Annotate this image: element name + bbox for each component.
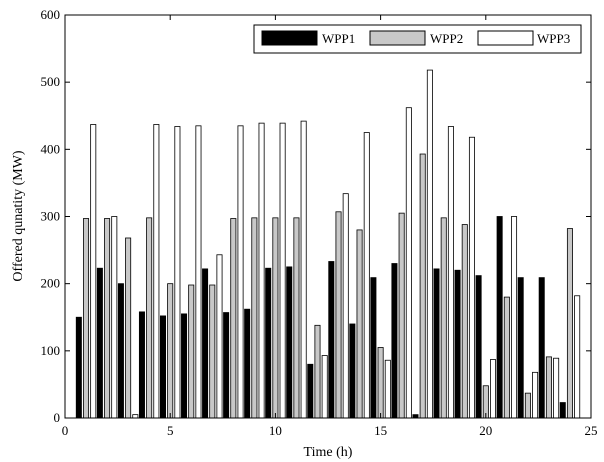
legend-swatch-wpp1 bbox=[261, 30, 318, 46]
bars-layer bbox=[75, 69, 581, 419]
y-tick-label: 600 bbox=[41, 7, 61, 22]
bar-wpp3-16 bbox=[405, 107, 412, 419]
ticks-layer: 0 5 10 15 20 25 0 100 200 300 400 500 600 bbox=[41, 7, 598, 438]
bar-wpp2-22 bbox=[524, 392, 531, 419]
bar-wpp2-23 bbox=[545, 356, 552, 419]
bar-wpp2-13 bbox=[335, 211, 342, 419]
bar-wpp2-12 bbox=[314, 324, 321, 419]
bar-wpp1-17 bbox=[412, 414, 419, 419]
legend-label-wpp3: WPP3 bbox=[537, 31, 570, 46]
bar-wpp3-17 bbox=[426, 69, 433, 419]
bar-wpp3-4 bbox=[153, 124, 160, 419]
bar-wpp2-21 bbox=[503, 296, 510, 419]
y-tick-label: 500 bbox=[41, 74, 61, 89]
y-axis-title: Offered qunatity (MW) bbox=[11, 150, 26, 281]
x-tick-label: 15 bbox=[374, 423, 387, 438]
bar-wpp2-1 bbox=[83, 218, 90, 419]
bar-wpp1-15 bbox=[370, 277, 377, 419]
bar-wpp1-19 bbox=[454, 269, 461, 419]
bar-wpp2-17 bbox=[419, 153, 426, 419]
legend-swatch-wpp2 bbox=[369, 30, 426, 46]
bar-wpp3-13 bbox=[342, 193, 349, 419]
bar-wpp1-3 bbox=[117, 283, 124, 419]
bar-wpp1-23 bbox=[538, 277, 545, 419]
bar-wpp3-8 bbox=[237, 125, 244, 419]
bar-wpp2-6 bbox=[188, 284, 195, 419]
bar-wpp1-20 bbox=[475, 275, 482, 419]
bar-wpp2-4 bbox=[146, 217, 153, 419]
x-tick-label: 0 bbox=[62, 423, 69, 438]
y-tick-label: 100 bbox=[41, 343, 61, 358]
legend-label-wpp2: WPP2 bbox=[430, 31, 463, 46]
bar-wpp2-2 bbox=[104, 218, 111, 419]
bar-wpp1-10 bbox=[265, 267, 272, 419]
bar-wpp3-9 bbox=[258, 122, 265, 419]
y-tick-label: 300 bbox=[41, 209, 61, 224]
x-tick-label: 10 bbox=[269, 423, 282, 438]
bar-wpp2-7 bbox=[209, 284, 216, 419]
bar-wpp3-15 bbox=[384, 359, 391, 419]
bar-wpp3-10 bbox=[279, 122, 286, 419]
bar-wpp2-24 bbox=[566, 228, 573, 419]
bar-wpp2-3 bbox=[125, 237, 132, 419]
bar-wpp1-8 bbox=[223, 312, 230, 419]
bar-wpp3-20 bbox=[489, 359, 496, 419]
legend-swatch-wpp3 bbox=[477, 30, 534, 46]
legend-label-wpp1: WPP1 bbox=[322, 31, 355, 46]
bar-wpp3-18 bbox=[447, 126, 454, 419]
bar-wpp3-5 bbox=[174, 126, 181, 419]
bar-wpp2-19 bbox=[461, 224, 468, 419]
bar-wpp3-1 bbox=[90, 124, 97, 419]
bar-wpp2-8 bbox=[230, 218, 237, 419]
x-axis-title: Time (h) bbox=[304, 445, 353, 460]
bar-wpp2-16 bbox=[398, 212, 405, 419]
bar-wpp2-15 bbox=[377, 347, 384, 419]
bar-wpp3-21 bbox=[511, 216, 518, 419]
x-tick-label: 5 bbox=[167, 423, 174, 438]
bar-wpp2-18 bbox=[440, 217, 447, 419]
bar-wpp3-12 bbox=[321, 355, 328, 419]
bar-wpp1-11 bbox=[286, 266, 293, 419]
bar-wpp1-9 bbox=[244, 308, 251, 419]
y-tick-label: 400 bbox=[41, 141, 61, 156]
bar-wpp3-3 bbox=[132, 414, 139, 419]
bar-wpp3-19 bbox=[468, 136, 475, 419]
bar-wpp1-21 bbox=[496, 216, 503, 419]
bar-wpp3-7 bbox=[216, 254, 223, 419]
bar-wpp2-9 bbox=[251, 217, 258, 419]
x-tick-label: 25 bbox=[585, 423, 598, 438]
bar-wpp2-5 bbox=[167, 283, 174, 419]
bar-wpp1-18 bbox=[433, 268, 440, 419]
bar-wpp3-11 bbox=[300, 120, 307, 419]
bar-wpp1-4 bbox=[138, 311, 145, 419]
x-tick-label: 20 bbox=[479, 423, 492, 438]
bar-wpp1-1 bbox=[75, 316, 82, 419]
bar-wpp2-10 bbox=[272, 217, 279, 419]
bar-wpp1-7 bbox=[202, 268, 209, 419]
bar-wpp3-14 bbox=[363, 132, 370, 419]
bar-wpp1-2 bbox=[96, 267, 103, 419]
bar-wpp2-11 bbox=[293, 217, 300, 419]
bar-wpp1-6 bbox=[181, 313, 188, 419]
bar-wpp3-2 bbox=[111, 216, 118, 419]
bar-wpp1-22 bbox=[517, 277, 524, 419]
bar-wpp1-24 bbox=[559, 402, 566, 419]
bar-wpp1-13 bbox=[328, 261, 335, 419]
bar-wpp3-6 bbox=[195, 125, 202, 419]
bar-wpp1-12 bbox=[307, 363, 314, 419]
bar-wpp1-16 bbox=[391, 263, 398, 419]
y-tick-label: 0 bbox=[54, 410, 61, 425]
bar-wpp3-22 bbox=[532, 371, 539, 419]
bar-wpp1-14 bbox=[349, 323, 356, 419]
y-tick-label: 200 bbox=[41, 276, 61, 291]
bar-wpp1-5 bbox=[159, 315, 166, 419]
legend: WPP1 WPP2 WPP3 bbox=[253, 24, 582, 54]
bar-wpp2-14 bbox=[356, 229, 363, 419]
bar-wpp3-24 bbox=[574, 295, 581, 419]
bar-wpp3-23 bbox=[553, 357, 560, 419]
